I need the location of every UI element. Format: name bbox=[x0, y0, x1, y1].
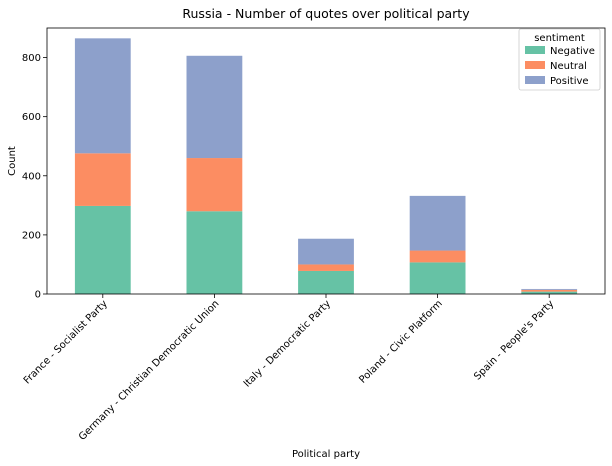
bar-neutral-2 bbox=[298, 264, 354, 271]
y-tick-label: 600 bbox=[22, 112, 41, 123]
y-tick-label: 200 bbox=[22, 230, 41, 241]
bar-negative-2 bbox=[298, 270, 354, 294]
legend-swatch-positive bbox=[525, 76, 545, 84]
legend-title: sentiment bbox=[534, 33, 585, 44]
chart-title: Russia - Number of quotes over political… bbox=[182, 6, 470, 21]
legend-label-neutral: Neutral bbox=[550, 61, 587, 72]
bar-positive-3 bbox=[409, 195, 466, 251]
y-tick-label: 400 bbox=[22, 171, 41, 182]
legend-swatch-neutral bbox=[525, 61, 545, 69]
bar-positive-0 bbox=[74, 38, 131, 154]
legend-swatch-negative bbox=[525, 46, 545, 54]
legend-label-positive: Positive bbox=[550, 76, 589, 87]
bar-neutral-4 bbox=[521, 289, 578, 292]
bar-neutral-0 bbox=[74, 153, 131, 206]
bar-negative-1 bbox=[186, 211, 243, 294]
y-axis: 0 200 400 600 800 bbox=[22, 53, 47, 301]
bar-negative-3 bbox=[409, 262, 466, 294]
bar-positive-1 bbox=[186, 55, 243, 159]
bar-negative-0 bbox=[74, 205, 131, 294]
bar-neutral-3 bbox=[409, 250, 466, 263]
x-tick-label: France - Socialist Party bbox=[22, 298, 110, 386]
x-tick-label: Poland - Civic Platform bbox=[357, 298, 444, 385]
bar-negative-4 bbox=[521, 291, 578, 294]
legend-label-negative: Negative bbox=[550, 46, 595, 57]
bars-layer bbox=[74, 38, 578, 294]
bar-positive-4 bbox=[521, 288, 578, 290]
x-tick-label: Germany - Christian Democratic Union bbox=[77, 298, 222, 443]
x-axis-label: Political party bbox=[292, 449, 360, 460]
x-tick-label: Spain - People's Party bbox=[472, 298, 556, 382]
y-tick-label: 800 bbox=[22, 53, 41, 64]
y-tick-label: 0 bbox=[35, 290, 41, 301]
y-axis-label: Count bbox=[7, 146, 18, 176]
x-tick-label: Italy - Democratic Party bbox=[242, 298, 333, 389]
bar-positive-2 bbox=[298, 238, 354, 265]
legend-box bbox=[518, 28, 601, 91]
bar-neutral-1 bbox=[186, 158, 243, 212]
legend: sentiment Negative Neutral Positive bbox=[518, 28, 601, 91]
